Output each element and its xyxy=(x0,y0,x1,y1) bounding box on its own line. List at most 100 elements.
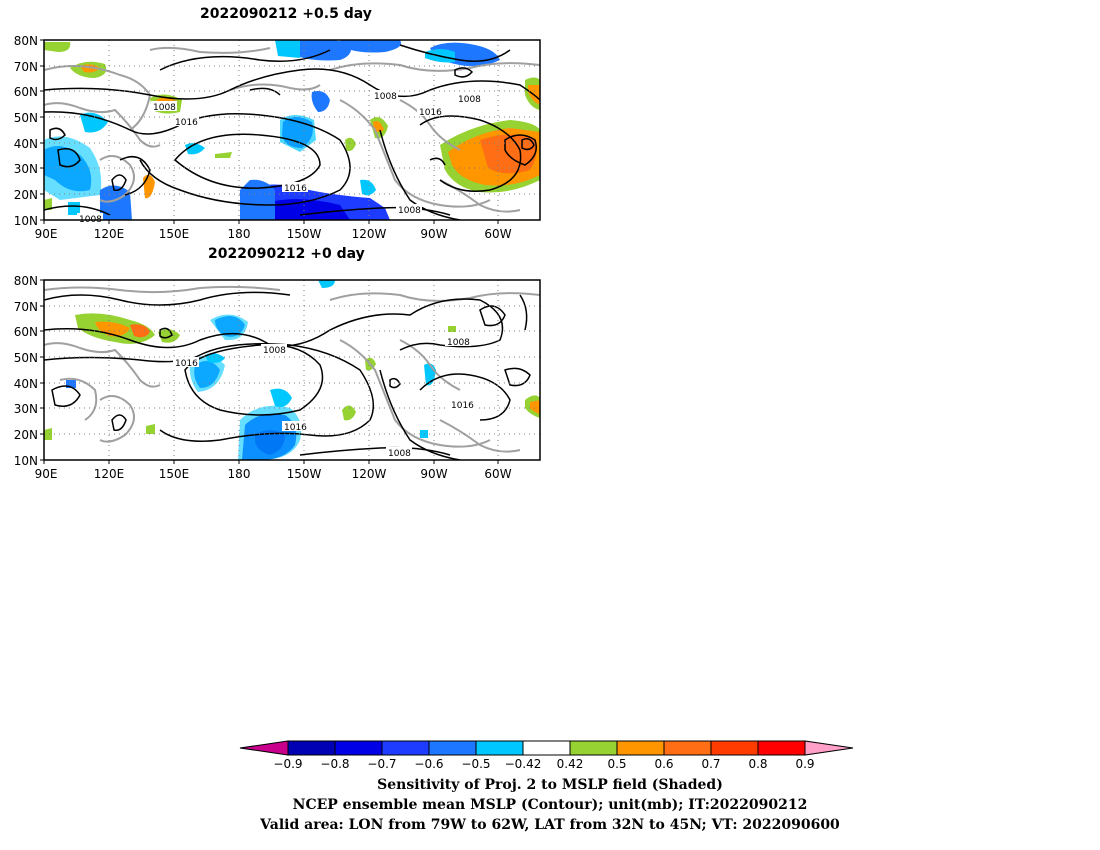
contour-label: 1016 xyxy=(284,184,307,194)
colorbar-tick-label: 0.9 xyxy=(795,757,814,771)
shade-lightblue xyxy=(270,388,292,407)
shade-green xyxy=(44,428,52,440)
colorbar-tick-label: 0.8 xyxy=(748,757,767,771)
lon-label: 180 xyxy=(228,227,251,241)
shade-blue xyxy=(290,40,352,61)
lat-label: 80N xyxy=(14,34,38,48)
colorbar-tick-label: 0.42 xyxy=(557,757,584,771)
colorbar-tick-label: −0.9 xyxy=(273,757,302,771)
colorbar-box xyxy=(287,740,336,756)
lon-label: 150E xyxy=(159,467,190,481)
lat-label: 30N xyxy=(14,402,38,416)
shade-lightblue xyxy=(360,179,376,196)
shade-green xyxy=(345,137,356,152)
lat-label: 40N xyxy=(14,137,38,151)
shade-lightblue xyxy=(185,143,205,155)
contour-label: 1016 xyxy=(175,118,198,128)
caption-line-3: Valid area: LON from 79W to 62W, LAT fro… xyxy=(260,817,840,833)
coastlines xyxy=(44,285,540,453)
lon-label: 180 xyxy=(228,467,251,481)
shade-blue xyxy=(340,40,401,53)
contour-label: 1008 xyxy=(388,449,411,459)
colorbar-labels: −0.9 −0.8 −0.7 −0.6 −0.5 −0.42 0.42 0.5 0.6 0.7 0.… xyxy=(273,757,814,771)
lon-label: 90E xyxy=(35,227,58,241)
contour-label: 1008 xyxy=(374,92,397,102)
lat-label: 20N xyxy=(14,428,38,442)
shade-orange xyxy=(373,121,384,132)
shade-green xyxy=(158,329,180,343)
lon-label: 120E xyxy=(94,227,125,241)
colorbar-box xyxy=(616,740,665,756)
lat-labels: 80N 70N 60N 50N 40N 30N 20N 10N xyxy=(14,274,38,468)
mslp-contours xyxy=(44,44,540,220)
contour-label: 1016 xyxy=(284,423,307,433)
colorbar-arrow-right xyxy=(804,740,854,756)
colorbar-tick-label: 0.5 xyxy=(607,757,626,771)
shade-lightblue xyxy=(205,353,225,363)
contour-label: 1008 xyxy=(263,346,286,356)
lon-label: 120W xyxy=(352,467,387,481)
lon-label: 60W xyxy=(484,467,511,481)
shading-layer xyxy=(44,40,540,220)
lat-label: 30N xyxy=(14,162,38,176)
shade-lightblue xyxy=(68,202,80,215)
colorbar-box xyxy=(710,740,759,756)
lon-label: 90E xyxy=(35,467,58,481)
shade-green xyxy=(146,424,155,434)
colorbar-tick-label: −0.7 xyxy=(367,757,396,771)
lon-labels: 90E 120E 150E 180 150W 120W 90W 60W xyxy=(35,227,512,241)
colorbar-box xyxy=(428,740,477,756)
colorbar-tick-label: 0.6 xyxy=(654,757,673,771)
shade-green xyxy=(44,42,71,52)
colorbar-tick-label: 0.7 xyxy=(701,757,720,771)
grid-lines xyxy=(44,280,540,460)
shade-green xyxy=(44,198,52,210)
shade-orange xyxy=(530,400,540,414)
lat-label: 80N xyxy=(14,274,38,288)
map-panel-1: 1008 1016 1008 1016 1008 1016 1008 1008 … xyxy=(14,34,541,241)
colorbar-tick-label: −0.6 xyxy=(414,757,443,771)
lon-label: 150W xyxy=(287,227,322,241)
lat-label: 60N xyxy=(14,85,38,99)
contour-label: 1008 xyxy=(153,103,176,113)
lon-label: 120W xyxy=(352,227,387,241)
colorbar-tick-label: −0.42 xyxy=(505,757,542,771)
shade-lightblue xyxy=(318,280,335,288)
contour-label: 1016 xyxy=(419,108,442,118)
contour-label: 1016 xyxy=(451,401,474,411)
colorbar-arrow-left xyxy=(239,740,289,756)
lat-label: 10N xyxy=(14,214,38,228)
colorbar-box xyxy=(334,740,383,756)
colorbar-boxes xyxy=(239,740,854,756)
grid-lines xyxy=(44,40,540,220)
axis-ticks xyxy=(40,279,499,464)
lon-label: 150E xyxy=(159,227,190,241)
shade-lightblue xyxy=(240,179,275,220)
lon-label: 150W xyxy=(287,467,322,481)
contour-labels: 1008 1016 1008 1016 1016 1008 xyxy=(173,336,475,459)
lon-label: 90W xyxy=(420,467,447,481)
lat-label: 20N xyxy=(14,188,38,202)
contour-label: 1008 xyxy=(398,206,421,216)
shade-green xyxy=(215,152,232,158)
panel-1-title: 2022090212 +0.5 day xyxy=(200,6,372,22)
colorbar-box xyxy=(569,740,618,756)
lon-label: 120E xyxy=(94,467,125,481)
lat-label: 60N xyxy=(14,325,38,339)
colorbar: −0.9 −0.8 −0.7 −0.6 −0.5 −0.42 0.42 0.5 0.6 0.7 0.… xyxy=(239,740,854,771)
lat-label: 70N xyxy=(14,60,38,74)
lon-label: 90W xyxy=(420,227,447,241)
mslp-contours xyxy=(44,291,531,460)
axis-ticks xyxy=(40,39,499,224)
caption-line-1: Sensitivity of Proj. 2 to MSLP field (Sh… xyxy=(377,777,723,793)
lat-label: 40N xyxy=(14,377,38,391)
shading-layer xyxy=(44,280,540,460)
lat-labels: 80N 70N 60N 50N 40N 30N 20N 10N xyxy=(14,34,38,228)
lat-label: 50N xyxy=(14,111,38,125)
contour-label: 1016 xyxy=(175,359,198,369)
colorbar-box xyxy=(381,740,430,756)
map-frame xyxy=(43,39,541,221)
contour-label: 1008 xyxy=(458,95,481,105)
coastlines xyxy=(44,46,540,213)
colorbar-tick-label: −0.5 xyxy=(461,757,490,771)
